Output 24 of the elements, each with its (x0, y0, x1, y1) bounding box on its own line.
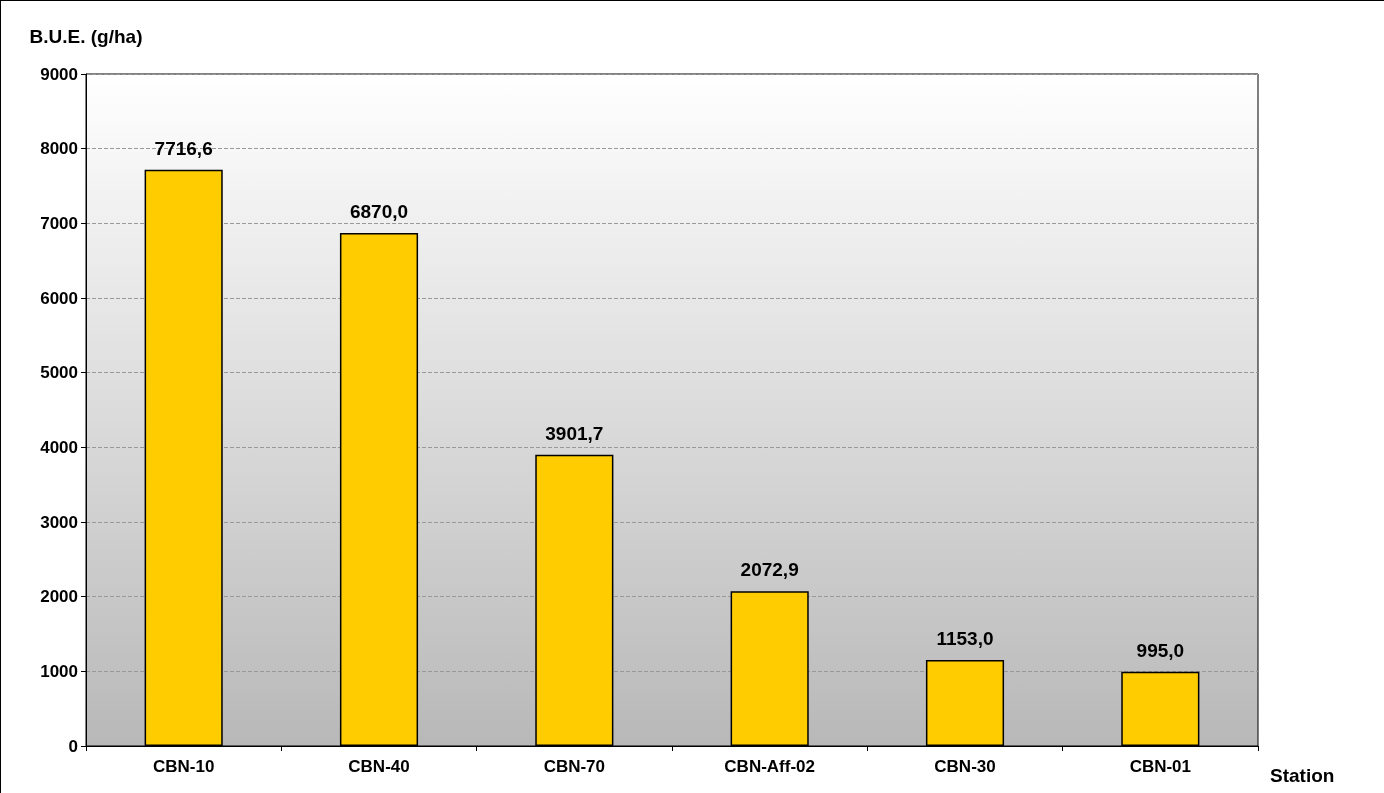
y-tick-label: 8000 (40, 139, 78, 159)
x-tick-label: CBN-01 (1129, 757, 1192, 776)
y-tick-label: 5000 (40, 363, 78, 383)
y-tick-label: 7000 (40, 213, 78, 233)
x-tick-label: CBN-70 (543, 757, 606, 776)
x-tick-label: CBN-30 (934, 757, 996, 776)
y-tick-label: 6000 (40, 288, 78, 308)
x-tick-label: CBN-Aff-02 (724, 757, 815, 776)
data-label: 7716,6 (154, 137, 213, 159)
y-tick-label: 2000 (40, 587, 78, 607)
data-label: 3901,7 (545, 422, 604, 444)
data-label: 1153,0 (936, 627, 994, 649)
y-tick-label: 1000 (40, 661, 78, 681)
data-label: 2072,9 (740, 559, 799, 581)
y-tick-label: 9000 (40, 64, 78, 84)
x-axis-title: Station (1270, 765, 1335, 786)
y-tick-label: 4000 (40, 437, 78, 457)
data-label: 6870,0 (349, 201, 409, 223)
data-label: 995,0 (1136, 639, 1185, 661)
y-tick-label: 3000 (40, 512, 78, 532)
y-axis-title: B.U.E. (g/ha) (29, 26, 143, 47)
x-tick-label: CBN-10 (152, 757, 215, 776)
x-tick-label: CBN-40 (348, 757, 410, 776)
y-tick-label: 0 (68, 736, 78, 756)
